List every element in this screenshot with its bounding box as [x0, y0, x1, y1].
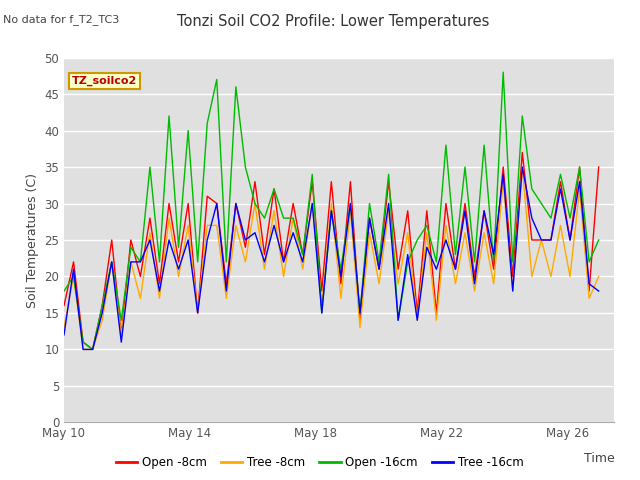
Open -16cm	[213, 77, 221, 83]
Open -8cm	[79, 339, 87, 345]
Open -8cm	[299, 252, 307, 257]
Line: Tree -8cm: Tree -8cm	[64, 167, 598, 349]
Line: Tree -16cm: Tree -16cm	[64, 167, 598, 349]
Open -16cm	[433, 259, 440, 265]
Tree -16cm	[79, 347, 87, 352]
Tree -8cm	[89, 347, 97, 352]
Legend: Open -8cm, Tree -8cm, Open -16cm, Tree -16cm: Open -8cm, Tree -8cm, Open -16cm, Tree -…	[111, 452, 529, 474]
Tree -8cm	[79, 347, 87, 352]
Tree -8cm	[518, 164, 526, 170]
Open -16cm	[595, 237, 602, 243]
Text: Time: Time	[584, 452, 614, 465]
Open -8cm	[89, 347, 97, 352]
Tree -16cm	[518, 164, 526, 170]
Open -16cm	[89, 347, 97, 352]
Open -8cm	[442, 201, 450, 206]
Line: Open -16cm: Open -16cm	[64, 72, 598, 349]
Y-axis label: Soil Temperatures (C): Soil Temperatures (C)	[26, 172, 38, 308]
Tree -16cm	[60, 332, 68, 338]
Open -16cm	[442, 142, 450, 148]
Open -8cm	[518, 150, 526, 156]
Tree -8cm	[99, 317, 106, 323]
Open -8cm	[595, 164, 602, 170]
Tree -16cm	[299, 259, 307, 265]
Open -16cm	[499, 69, 507, 75]
Open -8cm	[433, 310, 440, 316]
Tree -16cm	[99, 310, 106, 316]
Open -8cm	[60, 303, 68, 309]
Open -16cm	[99, 303, 106, 309]
Line: Open -8cm: Open -8cm	[64, 153, 598, 349]
Open -16cm	[60, 288, 68, 294]
Tree -16cm	[595, 288, 602, 294]
Tree -16cm	[433, 266, 440, 272]
Open -8cm	[99, 303, 106, 309]
Text: Tonzi Soil CO2 Profile: Lower Temperatures: Tonzi Soil CO2 Profile: Lower Temperatur…	[177, 14, 489, 29]
Tree -8cm	[442, 223, 450, 228]
Tree -8cm	[60, 324, 68, 330]
Text: No data for f_T2_TC3: No data for f_T2_TC3	[3, 14, 120, 25]
Text: TZ_soilco2: TZ_soilco2	[72, 76, 138, 86]
Tree -8cm	[213, 223, 221, 228]
Tree -16cm	[89, 347, 97, 352]
Open -8cm	[213, 201, 221, 206]
Tree -8cm	[299, 266, 307, 272]
Tree -16cm	[442, 237, 450, 243]
Tree -8cm	[433, 317, 440, 323]
Tree -16cm	[213, 201, 221, 206]
Open -16cm	[79, 339, 87, 345]
Open -16cm	[299, 252, 307, 257]
Tree -8cm	[595, 274, 602, 279]
